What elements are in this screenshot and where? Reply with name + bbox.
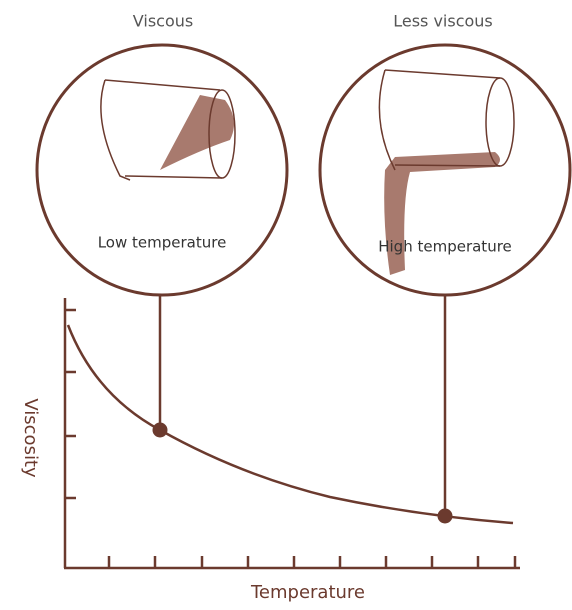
point (152, 422, 168, 438)
label: Less viscous (393, 12, 493, 31)
y-axis-title: Viscosity (20, 398, 41, 478)
x-axis-title: Temperature (250, 582, 365, 603)
point (437, 508, 453, 524)
label: Viscous (133, 12, 193, 31)
curve (66, 324, 514, 525)
left-circle (35, 43, 289, 297)
left-cup (100, 79, 236, 181)
label: High temperature (378, 238, 512, 256)
label: Low temperature (98, 234, 227, 252)
right-cup (378, 69, 515, 275)
right-circle (318, 43, 572, 297)
axes (63, 298, 520, 570)
